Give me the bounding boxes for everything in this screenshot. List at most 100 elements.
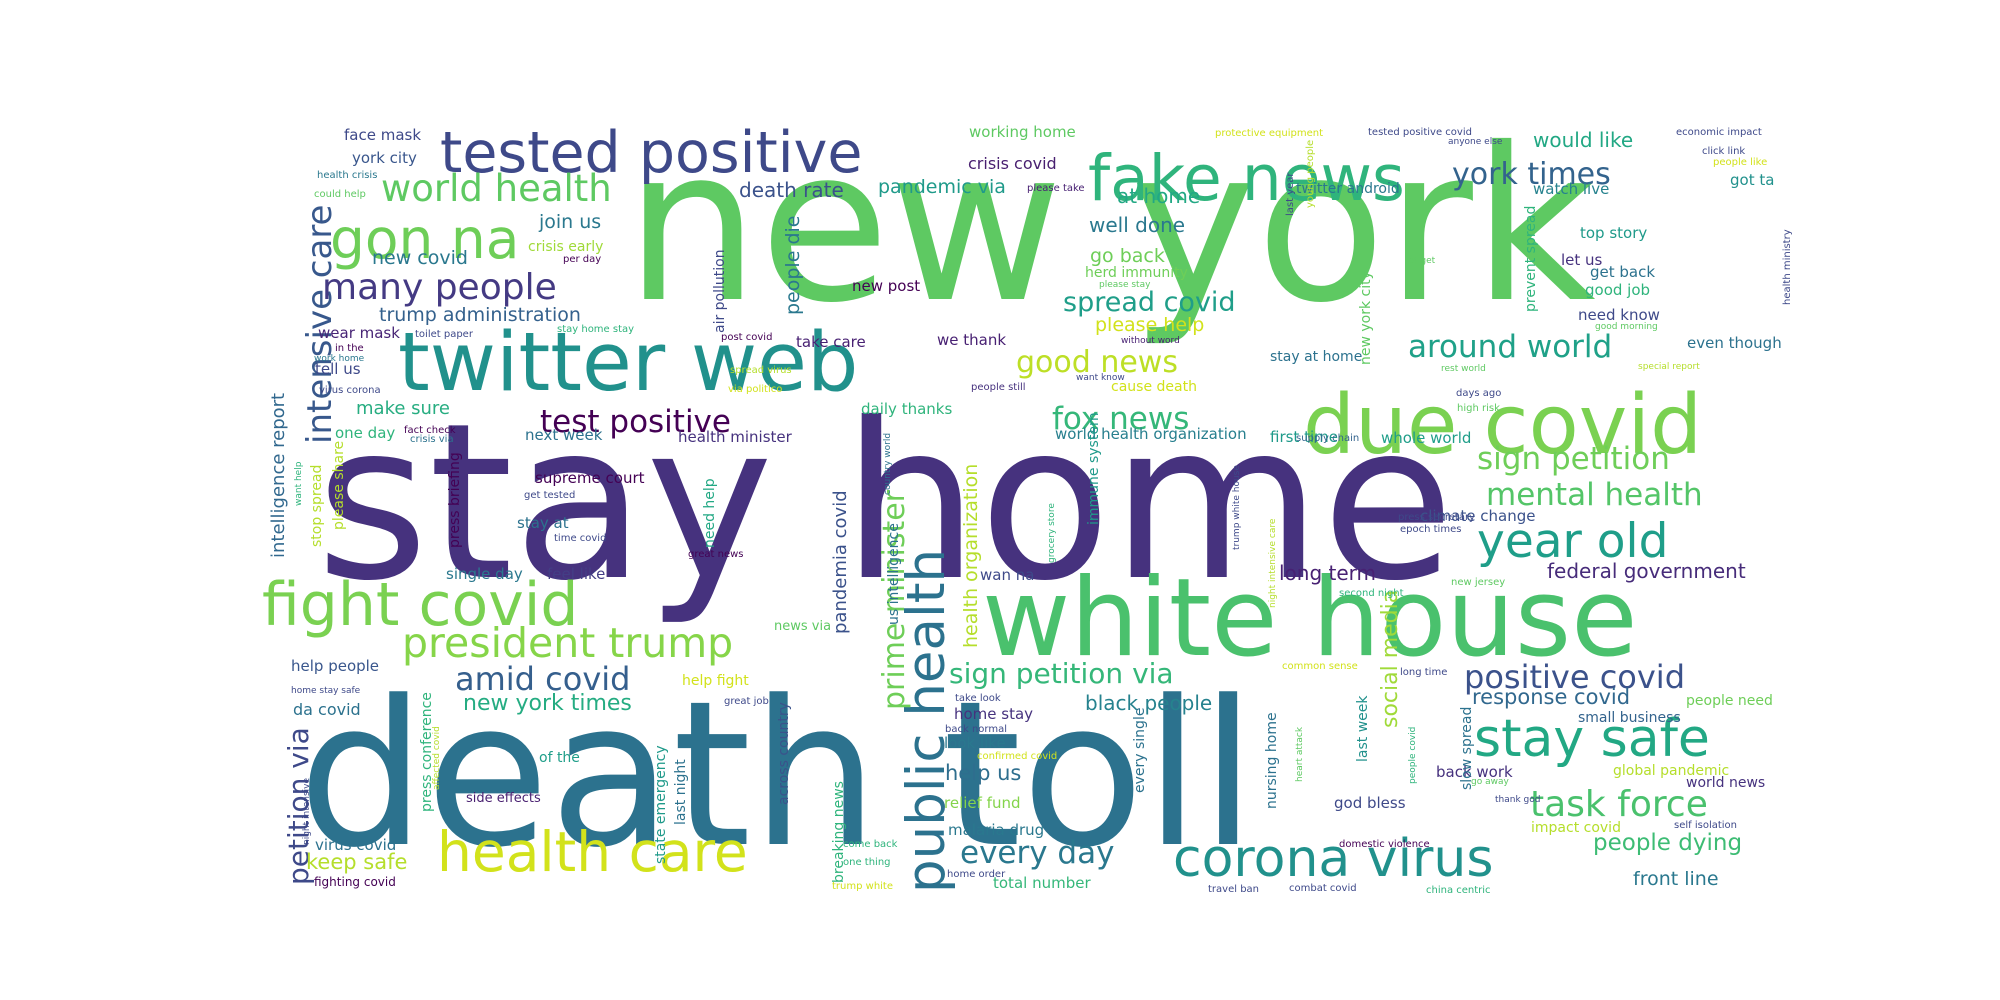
cloud-word: every single [1132,707,1148,793]
cloud-word: across country [776,702,792,805]
cloud-word: task force [1530,784,1708,825]
cloud-word: confirmed covid [977,751,1058,762]
cloud-word: tested positive [440,120,863,186]
cloud-word: keep safe [306,850,408,874]
cloud-word: news via [774,619,832,634]
cloud-word: time covid [554,533,607,544]
cloud-word: join us [539,211,602,233]
cloud-word: tested positive covid [1368,127,1472,138]
cloud-word: stay home stay [557,324,635,335]
cloud-word: air pollution [712,249,728,333]
cloud-word: high risk [1457,403,1500,414]
cloud-word: need help [702,478,718,548]
cloud-word: stay safe [1474,709,1710,769]
cloud-word: new york [625,102,1596,349]
cloud-word: trump administration [379,304,581,326]
cloud-word: without word [1121,336,1180,346]
cloud-word: health organization [960,463,982,648]
cloud-word: people need [1686,693,1773,709]
cloud-word: long time [1400,667,1448,678]
cloud-word: people still [971,382,1026,393]
cloud-word: world news [1686,775,1766,791]
cloud-word: combat covid [1289,883,1357,894]
cloud-word: virus corona [319,385,381,396]
cloud-word: common sense [1282,661,1358,672]
cloud-word: virus covid [315,836,397,854]
cloud-word: stay at home [1270,349,1363,365]
cloud-word: please share [331,440,347,530]
cloud-word: toilet paper [415,329,473,340]
cloud-word: many people [322,267,557,308]
cloud-word: let get [1406,256,1436,266]
cloud-word: press secretary [1398,512,1475,523]
cloud-word: affected covid [432,726,442,790]
cloud-word: take look [955,693,1001,704]
cloud-word: impact covid [1531,820,1621,836]
cloud-word: home stay [954,705,1034,723]
cloud-word: world health organization [1055,425,1247,443]
cloud-word: fact check [404,425,456,436]
cloud-word: health crisis [317,170,378,181]
cloud-word: da covid [293,700,361,719]
cloud-word: immune system [1086,412,1102,525]
cloud-word: get back [1590,263,1656,281]
cloud-word: would like [1533,128,1634,152]
cloud-word: epoch times [1400,524,1462,535]
cloud-word: good news [1016,345,1178,380]
cloud-word: whole world [1381,429,1472,447]
cloud-word: country world [883,432,893,495]
cloud-word: even though [1687,334,1782,352]
cloud-word: death toll [298,658,1256,892]
cloud-word: front line [1633,868,1719,890]
cloud-word: single day [446,565,523,583]
cloud-word: post covid [721,332,773,343]
cloud-word: pandemic via [878,176,1006,198]
cloud-word: well done [1089,213,1186,237]
cloud-word: could help [314,189,366,200]
cloud-word: top story [1580,224,1648,242]
cloud-word: china centric [1426,885,1491,896]
cloud-word: social media [1378,589,1403,728]
cloud-word: global pandemic [1613,763,1730,779]
cloud-word: working home [969,123,1076,141]
cloud-word: home order [947,869,1006,880]
cloud-word: long term [1279,561,1377,585]
cloud-word: response covid [1472,685,1631,709]
cloud-word: want help [294,461,304,506]
cloud-word: make sure [356,398,451,419]
cloud-word: pandemia covid [830,490,851,634]
cloud-word: via politico [728,384,783,395]
cloud-word: watch live [1533,180,1610,198]
cloud-word: test positive [540,404,731,440]
cloud-word: every day [960,835,1115,871]
cloud-word: new york times [463,691,632,716]
cloud-word: god bless [1334,794,1406,812]
cloud-word: help people [291,657,380,675]
cloud-word: last year [1285,172,1296,216]
cloud-word: gon na [330,207,520,271]
cloud-word: of the [539,750,580,766]
cloud-word: special report [1638,362,1700,372]
cloud-word: stay home [316,377,1455,628]
cloud-word: one thing [843,857,891,868]
cloud-word: please help [1095,314,1205,336]
cloud-word: last week [1355,695,1371,763]
cloud-word: feel like [547,565,606,583]
cloud-word: anyone else [1448,137,1503,147]
cloud-word: second night [1339,588,1404,599]
cloud-word: new covid [372,247,468,269]
cloud-word: health minister [678,428,792,446]
cloud-word: economic impact [1676,127,1762,138]
cloud-word: positive covid [1464,658,1685,696]
cloud-word: new york city [1358,271,1374,365]
cloud-word: crisis via [410,434,454,445]
cloud-word: got ta [1730,171,1775,189]
cloud-word: spread virus [730,365,792,376]
cloud-word: good morning [1595,322,1658,332]
cloud-word: one day [335,424,396,442]
cloud-word: stop spread [309,464,325,547]
cloud-word: look like [944,734,1006,752]
cloud-word: nursing home [1264,712,1280,809]
cloud-word: help us [945,761,1022,785]
